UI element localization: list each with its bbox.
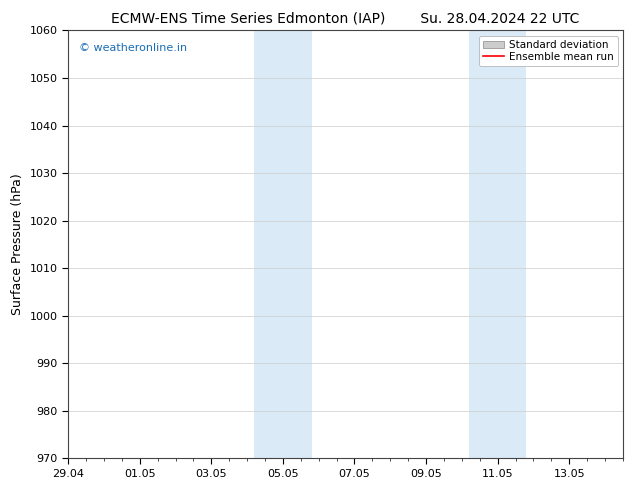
- Title: ECMW-ENS Time Series Edmonton (IAP)        Su. 28.04.2024 22 UTC: ECMW-ENS Time Series Edmonton (IAP) Su. …: [112, 11, 579, 25]
- Bar: [254, 30, 311, 459]
- Y-axis label: Surface Pressure (hPa): Surface Pressure (hPa): [11, 173, 24, 316]
- Legend: Standard deviation, Ensemble mean run: Standard deviation, Ensemble mean run: [479, 36, 618, 66]
- Text: © weatheronline.in: © weatheronline.in: [79, 43, 188, 53]
- Bar: [469, 30, 526, 459]
